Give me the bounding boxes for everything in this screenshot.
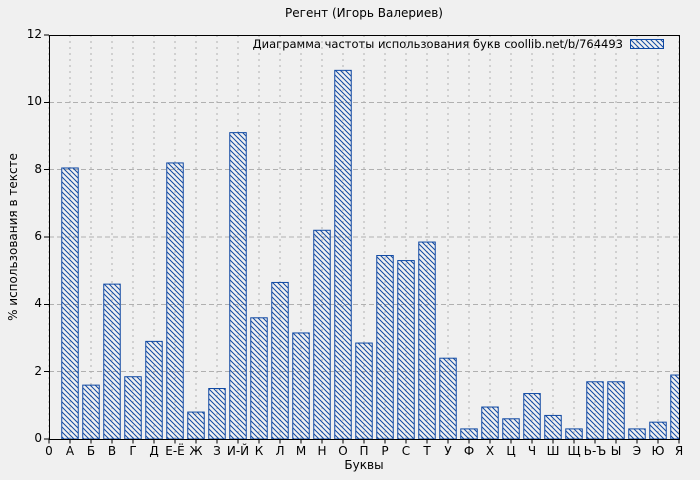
y-tick-label-4: 4 [34, 296, 42, 311]
bar-К [250, 317, 268, 439]
legend-swatch-icon [630, 39, 664, 49]
bar-Ш [544, 414, 562, 439]
bar-Д [145, 340, 163, 439]
x-tick-label-Т: Т [423, 444, 431, 458]
x-tick-label-Ь-Ъ: Ь-Ъ [583, 444, 607, 458]
x-tick-label-И-Й: И-Й [226, 444, 250, 458]
x-tick-label-Ю: Ю [651, 444, 665, 458]
y-tick-label-8: 8 [34, 161, 42, 176]
bar-У [439, 357, 457, 439]
bar-П [355, 342, 373, 439]
x-tick-label-В: В [107, 444, 117, 458]
x-tick-label-Ц: Ц [506, 444, 516, 458]
bar-Ц [502, 418, 520, 439]
x-tick-label-М: М [295, 444, 307, 458]
bar-Х [481, 406, 499, 439]
legend: Диаграмма частоты использования букв coo… [253, 37, 664, 51]
bar-Ф [460, 428, 478, 439]
x-tick-label-Б: Б [86, 444, 96, 458]
bar-Б [82, 384, 100, 439]
bar-З [208, 388, 226, 439]
x-tick-label-Щ: Щ [567, 444, 581, 458]
x-tick-label-П: П [359, 444, 369, 458]
bar-М [292, 332, 310, 439]
x-tick-label-Н: Н [317, 444, 327, 458]
x-tick-label-К: К [254, 444, 264, 458]
bar-Л [271, 281, 289, 439]
x-tick-label-Ш: Ш [546, 444, 560, 458]
bar-Т [418, 241, 436, 439]
bar-Ы [607, 381, 625, 439]
bar-Г [124, 376, 142, 439]
x-tick-label-Я: Я [674, 444, 684, 458]
x-tick-label-Э: Э [632, 444, 642, 458]
x-tick-label-З: З [213, 444, 221, 458]
bar-О [334, 69, 352, 439]
y-tick-label-0: 0 [34, 431, 42, 445]
x-tick-label-Е-Ё: Е-Ё [165, 444, 185, 458]
axes-frame [44, 34, 680, 444]
bar-Ч [523, 393, 541, 439]
x-tick-label-Д: Д [149, 444, 159, 458]
x-tick-label-С: С [401, 444, 411, 458]
bar-Я [670, 374, 679, 439]
x-tick-label-0: 0 [45, 444, 53, 458]
bar-В [103, 283, 121, 439]
bar-Р [376, 255, 394, 439]
bar-Ж [187, 411, 205, 439]
bar-Н [313, 229, 331, 439]
chart-title: Регент (Игорь Валериев) [285, 6, 443, 20]
bar-Ь-Ъ [586, 381, 604, 439]
x-axis-title: Буквы [344, 458, 384, 472]
y-tick-label-10: 10 [26, 94, 42, 109]
x-tick-label-Ч: Ч [527, 444, 537, 458]
y-tick-label-12: 12 [26, 27, 42, 41]
x-tick-label-О: О [338, 444, 348, 458]
bars [61, 69, 679, 439]
x-tick-label-Х: Х [485, 444, 495, 458]
x-tick-label-Г: Г [129, 444, 137, 458]
x-tick-label-Ж: Ж [189, 444, 203, 458]
bar-И-Й [229, 132, 247, 439]
bar-Э [628, 428, 646, 439]
x-tick-label-Р: Р [381, 444, 389, 458]
x-tick-label-Л: Л [275, 444, 285, 458]
y-tick-label-6: 6 [34, 229, 42, 243]
bar-Е-Ё [166, 162, 184, 439]
x-tick-label-Ф: Ф [463, 444, 475, 458]
bar-С [397, 260, 415, 439]
x-tick-label-А: А [65, 444, 75, 458]
legend-label: Диаграмма частоты использования букв coo… [252, 37, 623, 51]
bar-Ю [649, 421, 667, 439]
y-tick-label-2: 2 [34, 363, 42, 378]
bar-Щ [565, 428, 583, 439]
x-tick-label-Ы: Ы [610, 444, 622, 458]
x-tick-label-У: У [444, 444, 452, 458]
bar-А [61, 167, 79, 439]
